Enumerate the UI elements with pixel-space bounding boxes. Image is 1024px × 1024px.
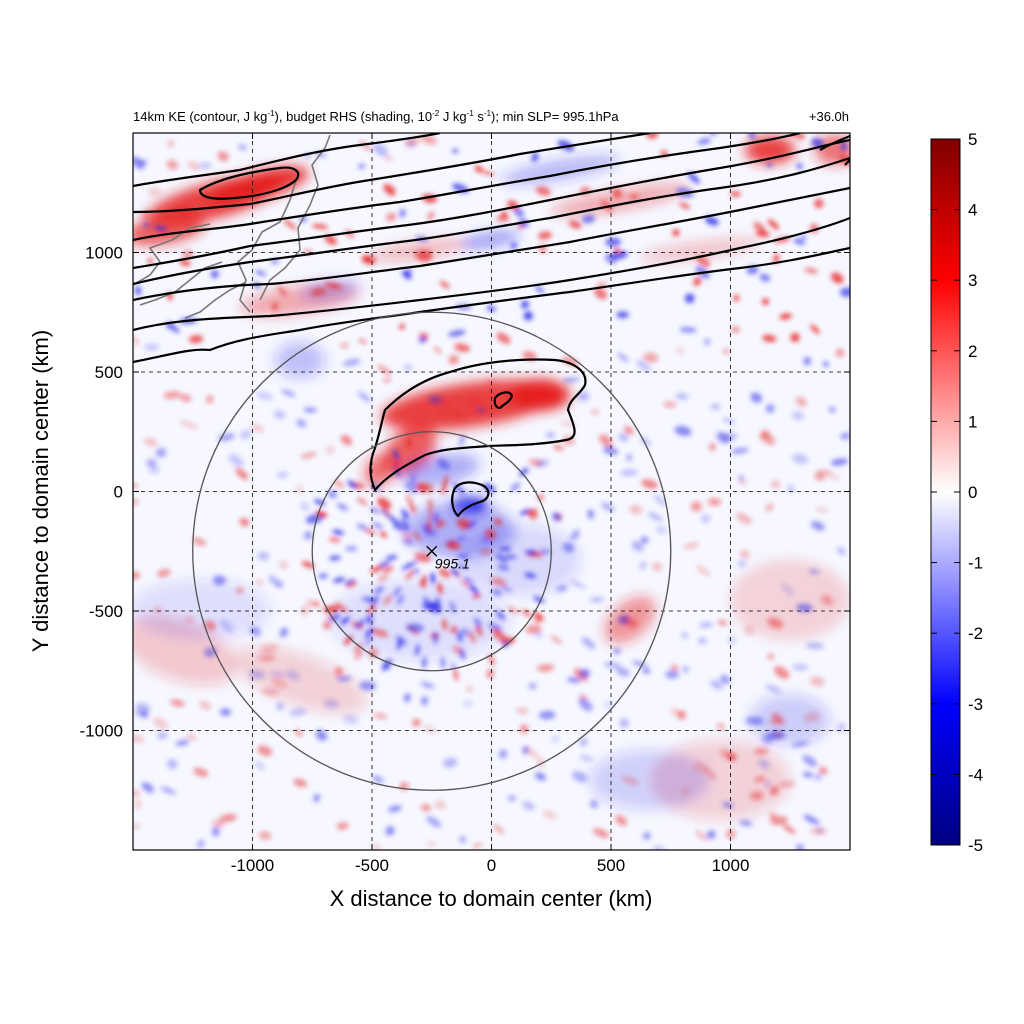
colorbar-tick-label: -5 (968, 836, 983, 855)
x-axis-label: X distance to domain center (km) (330, 886, 653, 911)
colorbar-tick-label: -3 (968, 695, 983, 714)
x-axis: -1000 -500 0 500 1000 (231, 133, 750, 875)
ke-contour (133, 216, 850, 332)
x-tick-label: -500 (355, 856, 389, 875)
colorbar: 5 4 3 2 1 0 -1 -2 -3 -4 -5 (930, 130, 983, 855)
colorbar-tick-label: -2 (968, 624, 983, 643)
colorbar-tick-label: -1 (968, 554, 983, 573)
ke-contour (133, 133, 651, 214)
ke-contour (133, 186, 850, 302)
range-ring (192, 311, 672, 791)
y-tick-label: 1000 (85, 244, 123, 263)
ke-contour (133, 156, 850, 286)
y-axis-label: Y distance to domain center (km) (28, 330, 53, 652)
forecast-time: +36.0h (808, 109, 849, 124)
storm-center-marker: 995.1 (426, 545, 470, 571)
ke-contour (819, 134, 850, 151)
storm-center-x-icon (426, 545, 438, 557)
range-rings (192, 311, 672, 791)
ke-contour (198, 166, 300, 200)
ke-contour (369, 358, 587, 492)
colorbar-tick-label: 0 (968, 483, 977, 502)
y-tick-label: -500 (89, 602, 123, 621)
x-tick-label: 1000 (712, 856, 750, 875)
ke-contour (133, 133, 801, 242)
y-tick-label: 500 (95, 363, 123, 382)
min-slp-label: 995.1 (435, 555, 470, 571)
x-tick-label: -1000 (231, 856, 274, 875)
colorbar-tick-label: 3 (968, 271, 977, 290)
colorbar-tick-label: 2 (968, 342, 977, 361)
colorbar-tick-label: 1 (968, 412, 977, 431)
colorbar-tick-label: 4 (968, 201, 977, 220)
ke-contours (133, 133, 850, 518)
y-tick-label: -1000 (80, 722, 123, 741)
y-axis: -1000 -500 0 500 1000 (80, 244, 850, 741)
ke-contour (493, 391, 514, 410)
budget-rhs-shading (133, 133, 850, 850)
colorbar-tick-label: 5 (968, 130, 977, 149)
coastline (133, 134, 331, 319)
ke-contour (451, 481, 490, 518)
range-ring (311, 431, 552, 672)
colorbar-tick-label: -4 (968, 765, 983, 784)
x-tick-label: 500 (597, 856, 625, 875)
ke-contour (133, 133, 441, 188)
ke-contour (133, 138, 850, 270)
ke-contour (133, 246, 850, 364)
x-tick-label: 0 (487, 856, 496, 875)
chart-title: 14km KE (contour, J kg-1), budget RHS (s… (133, 109, 619, 124)
y-tick-label: 0 (114, 483, 123, 502)
